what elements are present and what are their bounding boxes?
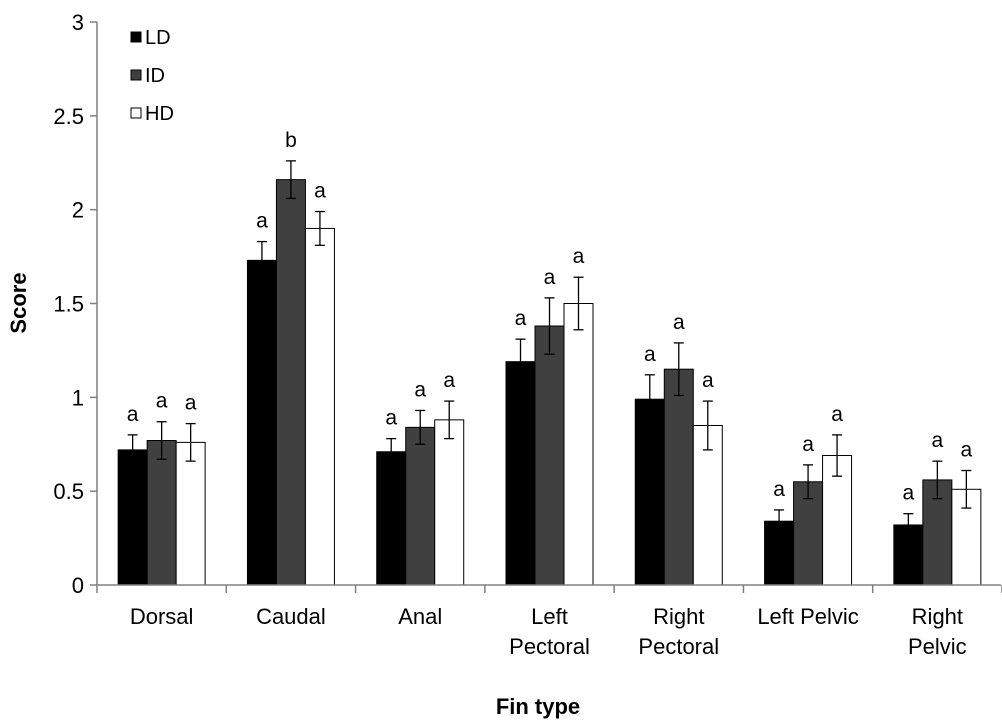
y-tick-label: 2	[72, 198, 84, 223]
bar-id	[276, 180, 305, 585]
significance-label: a	[702, 369, 714, 392]
significance-label: a	[385, 407, 397, 430]
bar-ld	[118, 450, 147, 585]
y-tick-label: 3	[72, 10, 84, 35]
significance-label: a	[802, 433, 814, 456]
y-tick-label: 2.5	[53, 104, 84, 129]
bar-id	[147, 440, 176, 585]
y-axis-ticks: 0 0.5 1 1.5 2 2.5 3	[53, 10, 97, 598]
significance-label: a	[443, 369, 455, 392]
x-tick-label: Pectoral	[509, 634, 590, 659]
x-axis-title: Fin type	[496, 694, 580, 719]
legend-swatch-ld	[131, 32, 141, 42]
bar-hd	[564, 304, 593, 586]
legend-label: ID	[145, 65, 165, 87]
x-tick-label: Dorsal	[130, 604, 194, 629]
bar-hd	[305, 228, 334, 585]
x-tick-label: Pelvic	[908, 634, 967, 659]
y-tick-label: 1.5	[53, 292, 84, 317]
x-axis-ticks	[97, 585, 1002, 593]
legend: LD ID HD	[131, 27, 174, 125]
significance-label: a	[673, 311, 685, 334]
significance-label: a	[773, 478, 785, 501]
significance-label: a	[831, 403, 843, 426]
bar-id	[535, 326, 564, 585]
legend-swatch-id	[131, 70, 141, 80]
x-tick-label: Left	[531, 604, 568, 629]
bar-hd	[176, 442, 205, 585]
y-tick-label: 1	[72, 385, 84, 410]
x-tick-label: Pectoral	[638, 634, 719, 659]
significance-label: a	[573, 245, 585, 268]
bar-ld	[635, 399, 664, 585]
significance-label: a	[515, 307, 527, 330]
y-tick-label: 0.5	[53, 479, 84, 504]
significance-label: b	[285, 129, 297, 152]
legend-label: HD	[145, 103, 174, 125]
x-tick-label: Right	[653, 604, 704, 629]
legend-label: LD	[145, 27, 171, 49]
bar-hd	[435, 420, 464, 585]
x-axis-category-labels: Dorsal Caudal Anal Left Pectoral Right Pectora…	[130, 604, 967, 659]
x-tick-label: Right	[912, 604, 963, 629]
significance-label: a	[961, 439, 973, 462]
bar-id	[406, 427, 435, 585]
bar-ld	[506, 362, 535, 585]
significance-label: a	[314, 180, 326, 203]
significance-label: a	[256, 210, 268, 233]
x-tick-label: Anal	[398, 604, 442, 629]
x-tick-label: Caudal	[256, 604, 326, 629]
significance-label: a	[644, 343, 656, 366]
significance-label: a	[903, 482, 915, 505]
significance-label: a	[185, 392, 197, 415]
significance-label: a	[932, 429, 944, 452]
bar-ld	[247, 260, 276, 585]
significance-label: a	[414, 378, 426, 401]
bar-id	[664, 369, 693, 585]
significance-label: a	[544, 266, 556, 289]
legend-swatch-hd	[131, 108, 141, 118]
bar-ld	[377, 452, 406, 585]
y-axis-title: Score	[6, 272, 31, 333]
x-tick-label: Left Pelvic	[757, 604, 859, 629]
significance-label: a	[156, 390, 168, 413]
y-tick-label: 0	[72, 573, 84, 598]
significance-label: a	[127, 403, 139, 426]
